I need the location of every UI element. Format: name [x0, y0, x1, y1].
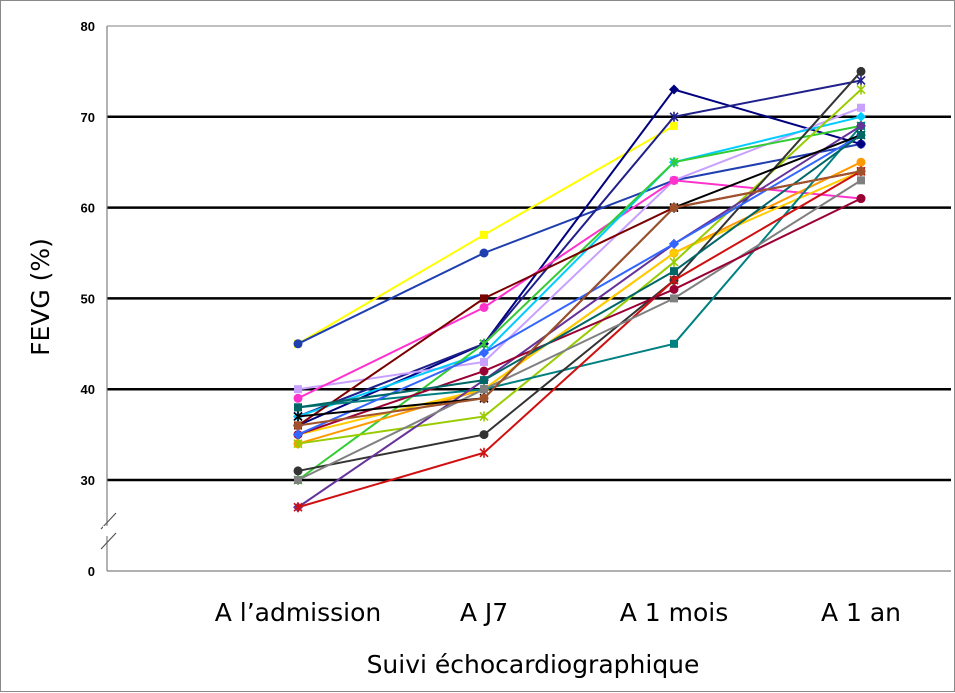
axis-break-gap — [103, 526, 112, 536]
data-point — [857, 176, 865, 185]
data-point — [293, 339, 303, 349]
x-tick-label: A J7 — [460, 598, 508, 627]
data-point — [480, 294, 488, 303]
data-point — [480, 230, 488, 239]
data-point — [480, 385, 488, 394]
data-point — [479, 302, 489, 312]
data-point — [293, 393, 303, 403]
series-line-17 — [297, 179, 862, 481]
data-point — [479, 393, 489, 403]
data-point — [293, 438, 303, 449]
data-point — [479, 347, 489, 358]
data-point — [294, 476, 302, 484]
data-point — [479, 411, 489, 422]
x-tick-label: A 1 mois — [620, 598, 729, 627]
data-point — [669, 203, 679, 213]
data-point — [293, 421, 303, 431]
data-point — [480, 376, 488, 385]
data-point — [669, 275, 679, 286]
data-point — [479, 366, 489, 376]
gridlines — [107, 25, 951, 482]
x-tick-label: A l’admission — [215, 598, 382, 627]
data-point — [856, 66, 866, 76]
y-axis-title: FEVG (%) — [26, 238, 55, 356]
x-axis-title: Suivi échocardiographique — [367, 650, 700, 679]
data-point — [856, 75, 866, 86]
y-tick-label: 60 — [81, 201, 95, 216]
data-point — [669, 257, 679, 268]
series-line-16 — [297, 170, 862, 509]
data-point — [857, 103, 865, 112]
y-tick-label: 50 — [81, 291, 95, 306]
data-point — [479, 338, 489, 349]
series-lines — [293, 66, 866, 513]
series-line-22 — [297, 170, 862, 427]
axis-break-mark — [100, 532, 117, 550]
series-line-14 — [297, 70, 862, 472]
data-point — [856, 84, 866, 95]
data-point — [669, 111, 679, 122]
x-tick-labels: A l’admission A J7 A 1 mois A 1 an — [215, 598, 901, 627]
data-point — [669, 284, 679, 294]
data-point — [856, 139, 866, 150]
data-point — [293, 466, 303, 476]
data-point — [856, 157, 866, 167]
series-line-21 — [297, 134, 862, 409]
data-point — [293, 502, 303, 513]
series-line-5 — [297, 106, 862, 391]
y-tick-label: 40 — [81, 382, 95, 397]
y-tick-label: 30 — [81, 473, 95, 488]
data-point — [857, 130, 865, 139]
series-line-18 — [297, 197, 862, 436]
y-tick-label: 0 — [88, 564, 95, 579]
data-point — [294, 385, 302, 394]
data-point — [670, 294, 678, 303]
data-point — [856, 194, 866, 204]
data-point — [669, 248, 679, 258]
data-point — [856, 111, 866, 122]
y-tick-labels: 0 30 40 50 60 70 80 — [81, 19, 95, 579]
data-point — [669, 175, 679, 185]
data-point — [670, 339, 678, 348]
data-point — [669, 238, 679, 249]
x-tick-label: A 1 an — [821, 598, 901, 627]
data-point — [293, 429, 303, 440]
data-point — [856, 120, 866, 131]
data-point — [480, 357, 488, 366]
series-line-4 — [297, 79, 862, 418]
series-line-15 — [297, 125, 862, 509]
data-point — [669, 157, 679, 168]
data-point — [669, 84, 679, 95]
data-point — [670, 267, 678, 276]
series-line-20 — [297, 134, 862, 418]
data-point — [479, 248, 489, 258]
data-point — [293, 411, 303, 422]
data-point — [670, 121, 678, 130]
data-point — [856, 166, 866, 176]
y-tick-label: 80 — [81, 19, 95, 34]
data-point — [479, 447, 489, 458]
series-line-7 — [297, 115, 862, 418]
data-point — [479, 430, 489, 440]
axes — [100, 26, 951, 572]
y-tick-label: 70 — [81, 110, 95, 125]
data-point — [294, 403, 302, 412]
